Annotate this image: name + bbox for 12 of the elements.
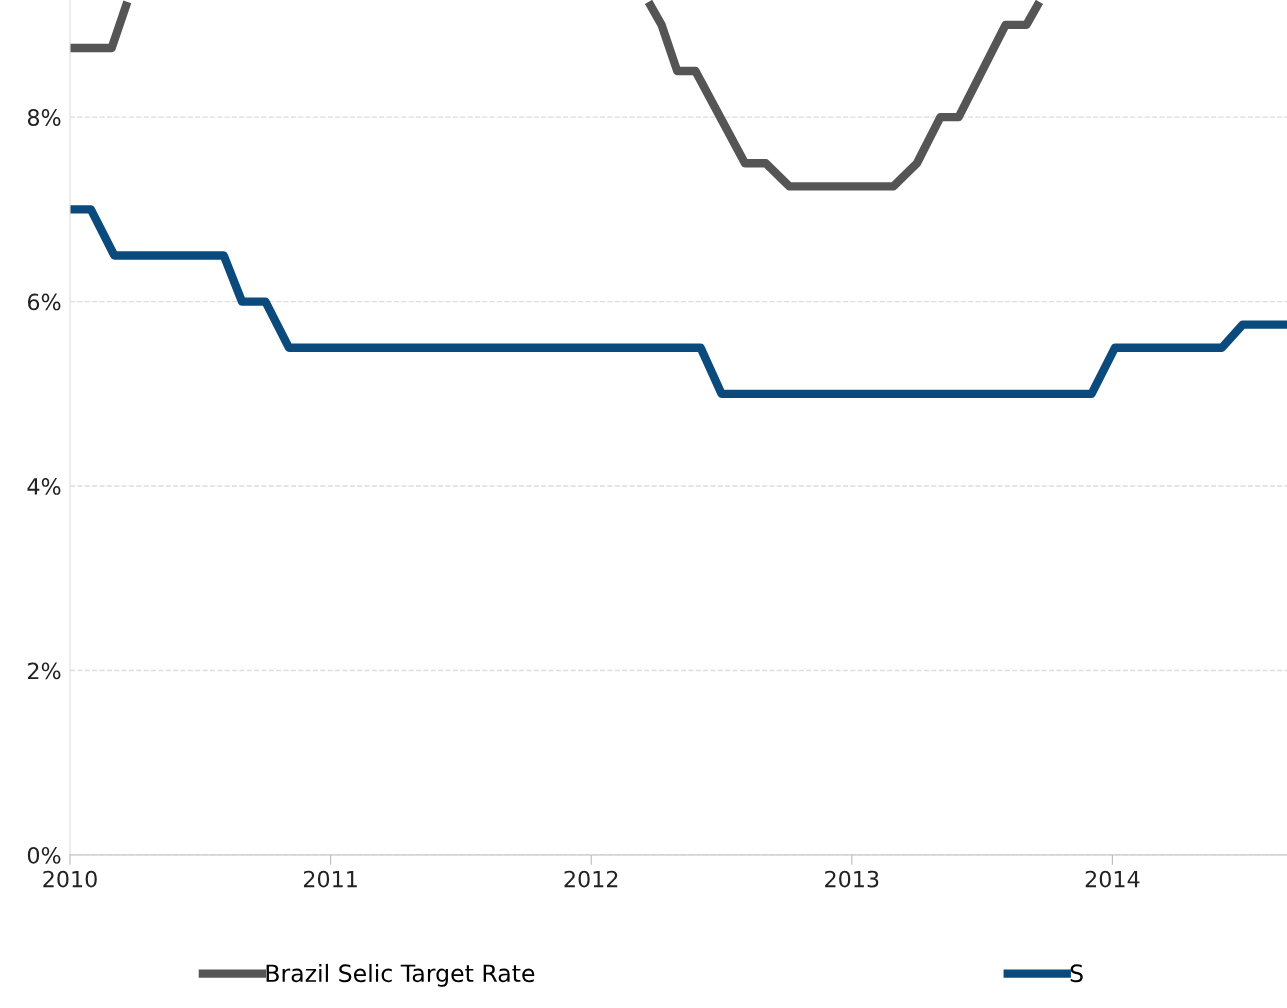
y-tick-label: 4% [27, 478, 61, 495]
legend-label: Brazil Selic Target Rate [266, 963, 535, 987]
x-tick-label: 2013 [825, 870, 879, 888]
x-tick-label: 2010 [43, 870, 97, 888]
y-tick-label: 2% [28, 662, 61, 680]
y-tick-label: 8% [27, 109, 61, 126]
y-tick-label: 6% [27, 293, 61, 311]
y-tick-label: 0% [27, 846, 61, 864]
x-tick-label: 2014 [1085, 870, 1140, 888]
x-tick-label: 2012 [564, 870, 618, 888]
legend-label: S [1070, 964, 1083, 983]
x-tick-label: 2011 [303, 870, 357, 888]
